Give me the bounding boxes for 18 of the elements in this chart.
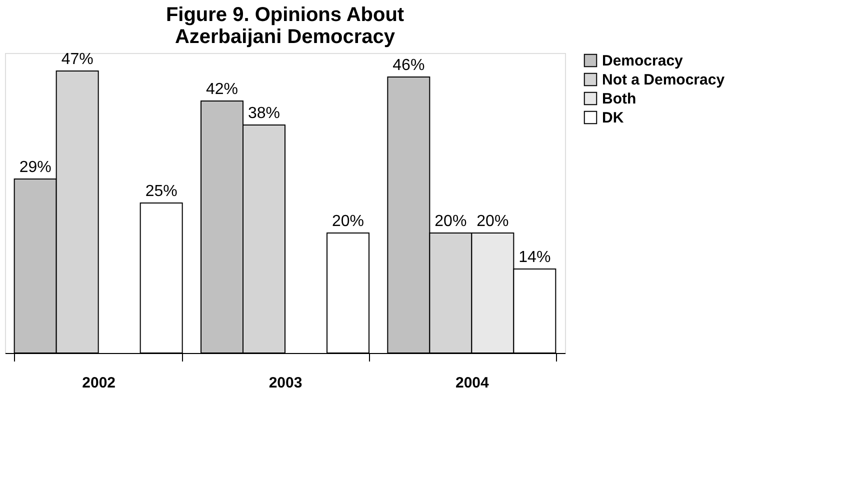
data-label: 46% bbox=[392, 57, 425, 74]
x-tick-label: 2003 bbox=[268, 374, 302, 392]
x-tick-label: 2004 bbox=[455, 374, 490, 392]
data-label: 29% bbox=[19, 159, 52, 176]
data-label: 14% bbox=[518, 249, 551, 266]
data-label: 20% bbox=[476, 213, 509, 230]
data-label: 20% bbox=[434, 213, 467, 230]
chart-title: Figure 9. Opinions About Azerbaijani Democracy bbox=[166, 4, 404, 48]
data-label: 20% bbox=[332, 213, 364, 230]
x-tick-label: 2002 bbox=[82, 374, 116, 392]
legend-label: Not a Democracy bbox=[602, 72, 726, 88]
data-label: 47% bbox=[61, 51, 94, 68]
legend-label: DK bbox=[602, 110, 624, 126]
data-label: 25% bbox=[145, 183, 178, 200]
legend-label: Democracy bbox=[602, 52, 684, 70]
data-label: 42% bbox=[206, 81, 238, 98]
data-label: 38% bbox=[248, 105, 280, 122]
legend-label: Both bbox=[602, 90, 636, 108]
